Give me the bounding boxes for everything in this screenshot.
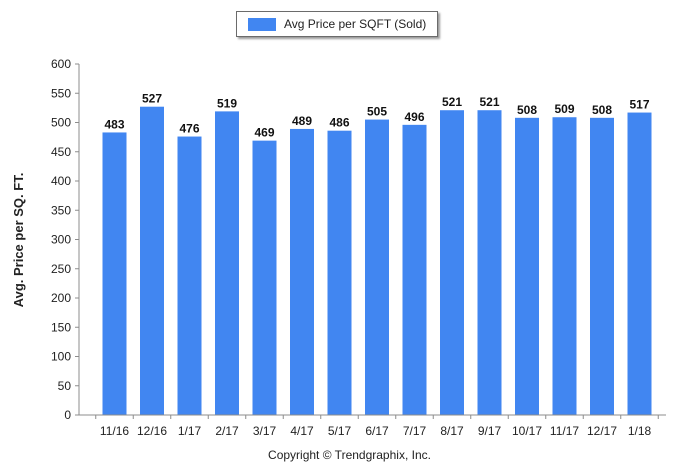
bar — [515, 117, 539, 415]
bar-value-label: 527 — [142, 92, 162, 106]
y-axis-ticks: 0 50 100 150 200 250 300 350 400 450 500 550 600 — [51, 57, 79, 422]
y-tick-label: 250 — [51, 262, 71, 276]
x-axis-ticks: 11/16 12/16 1/17 2/17 3/17 4/17 5/17 6/17 7/17 8/… — [95, 415, 659, 438]
bar-value-label: 521 — [442, 95, 462, 109]
bar-value-label: 489 — [292, 114, 312, 128]
legend-label: Avg Price per SQFT (Sold) — [284, 17, 427, 31]
bar-value-label: 469 — [254, 126, 274, 140]
bar-value-label: 496 — [404, 110, 424, 124]
bar — [327, 130, 352, 415]
x-tick-label: 3/17 — [253, 424, 277, 438]
x-tick-label: 4/17 — [290, 424, 314, 438]
x-tick-label: 7/17 — [403, 424, 427, 438]
bar — [627, 112, 652, 416]
bar-value-label: 486 — [329, 116, 349, 130]
y-tick-label: 0 — [64, 408, 71, 422]
y-axis-title-group: Avg. Price per SQ. FT. — [11, 173, 26, 308]
y-tick-label: 350 — [51, 203, 71, 217]
bar-value-label: 521 — [479, 95, 499, 109]
y-tick-label: 600 — [51, 57, 71, 71]
x-tick-label: 5/17 — [328, 424, 352, 438]
bar-value-label: 483 — [104, 117, 124, 131]
bar — [177, 136, 202, 416]
bar — [215, 111, 239, 415]
y-tick-label: 400 — [51, 174, 71, 188]
x-tick-label: 11/17 — [550, 424, 579, 438]
x-tick-label: 1/17 — [178, 424, 202, 438]
bar — [252, 140, 277, 415]
x-tick-label: 10/17 — [512, 424, 542, 438]
y-axis-title: Avg. Price per SQ. FT. — [11, 173, 26, 308]
bar — [440, 110, 464, 415]
y-tick-label: 550 — [51, 86, 71, 100]
legend-swatch — [248, 17, 276, 31]
x-tick-label: 2/17 — [215, 424, 239, 438]
axes — [78, 64, 666, 416]
legend: Avg Price per SQFT (Sold) — [236, 11, 438, 37]
y-tick-label: 150 — [51, 320, 71, 334]
y-tick-label: 500 — [51, 116, 71, 130]
bar-value-label: 517 — [629, 98, 649, 112]
y-tick-label: 100 — [51, 350, 71, 364]
x-tick-label: 12/17 — [587, 424, 617, 438]
y-tick-label: 50 — [58, 379, 72, 393]
x-tick-label: 9/17 — [478, 424, 502, 438]
bar — [140, 106, 164, 415]
bar — [477, 110, 502, 415]
x-tick-label: 8/17 — [440, 424, 464, 438]
bar-value-label: 508 — [592, 103, 612, 117]
bar — [402, 124, 427, 415]
bar — [290, 128, 314, 415]
x-tick-label: 11/16 — [100, 424, 129, 438]
bar-series — [102, 106, 652, 416]
x-tick-label: 1/18 — [628, 424, 652, 438]
bar — [365, 119, 389, 415]
y-tick-label: 450 — [51, 145, 71, 159]
bar — [590, 117, 614, 415]
bar-value-label: 519 — [217, 96, 237, 110]
bar-value-label: 508 — [517, 103, 537, 117]
copyright-text: Copyright © Trendgraphix, Inc. — [268, 448, 431, 462]
y-tick-label: 200 — [51, 291, 71, 305]
y-tick-label: 300 — [51, 233, 71, 247]
bar-value-label: 509 — [554, 102, 574, 116]
bar — [102, 132, 127, 415]
x-tick-label: 12/16 — [137, 424, 167, 438]
data-labels: 483 527 476 519 469 489 486 505 496 521 521 508 509 5… — [104, 92, 649, 140]
x-tick-label: 6/17 — [365, 424, 389, 438]
bar — [552, 117, 577, 416]
bar-value-label: 505 — [367, 105, 387, 119]
bar-value-label: 476 — [179, 122, 199, 136]
